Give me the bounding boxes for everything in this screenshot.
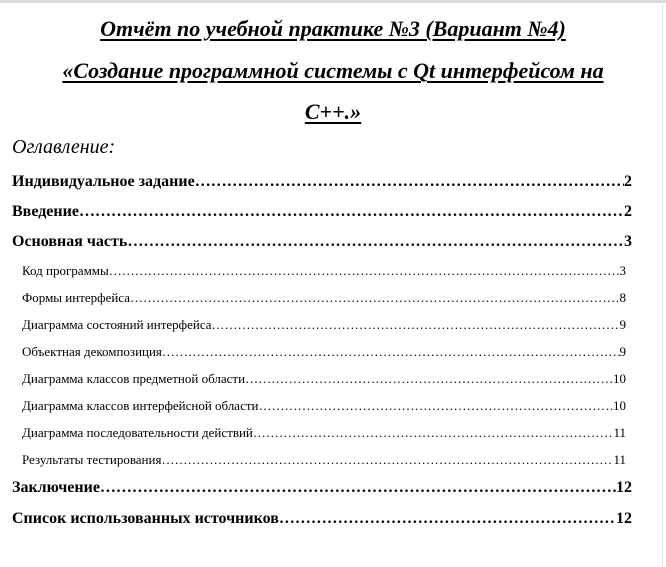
title-line-1: Отчёт по учебной практике №3 (Вариант №4… (0, 16, 666, 42)
toc-entry-page: 11 (613, 452, 626, 467)
toc-entry-page: 10 (613, 398, 626, 413)
toc-entry-label: Результаты тестирования (22, 452, 162, 467)
toc-entry[interactable]: Результаты тестирования 11 (22, 452, 626, 468)
toc-entry-page: 12 (616, 479, 632, 496)
toc-entry-page: 9 (619, 317, 627, 332)
toc-entry[interactable]: Диаграмма последовательности действий 11 (22, 425, 626, 441)
dot-leader (253, 425, 614, 441)
toc-entry-page: 11 (613, 425, 626, 440)
toc-entry-page: 10 (613, 371, 626, 386)
title-text: Отчёт по учебной практике №3 (Вариант №4… (100, 16, 566, 41)
toc-entry-label: Код программы (22, 263, 109, 278)
dot-leader (130, 290, 620, 306)
toc-entry-label: Формы интерфейса (22, 290, 130, 305)
dot-leader (195, 172, 624, 192)
dot-leader (279, 509, 616, 529)
toc-entry[interactable]: Заключение 12 (12, 478, 632, 498)
toc-entry[interactable]: Код программы 3 (22, 263, 626, 279)
toc-entry-page: 2 (624, 173, 632, 190)
title-line-3: C++.» (0, 99, 666, 125)
toc-entry[interactable]: Формы интерфейса 8 (22, 290, 626, 306)
toc-entry[interactable]: Диаграмма классов предметной области 10 (22, 371, 626, 387)
dot-leader (100, 478, 616, 498)
toc-entry[interactable]: Диаграмма классов интерфейсной области 10 (22, 398, 626, 414)
dot-leader (127, 232, 624, 252)
toc-entry[interactable]: Индивидуальное задание 2 (12, 172, 632, 192)
toc-entry[interactable]: Введение 2 (12, 202, 632, 222)
toc-entry[interactable]: Объектная декомпозиция 9 (22, 344, 626, 360)
page-right-edge (662, 0, 663, 567)
toc-entry-label: Диаграмма классов предметной области (22, 371, 246, 386)
dot-leader (245, 371, 613, 387)
toc-entry[interactable]: Диаграмма состояний интерфейса 9 (22, 317, 626, 333)
toc-entry-page: 8 (619, 290, 627, 305)
dot-leader (109, 263, 620, 279)
dot-leader (79, 202, 624, 222)
toc-entry-label: Диаграмма состояний интерфейса (22, 317, 212, 332)
toc-entry-label: Индивидуальное задание (12, 173, 195, 190)
toc-entry[interactable]: Список использованных источников 12 (12, 509, 632, 529)
toc-entry-label: Введение (12, 203, 79, 220)
toc-entry-label: Диаграмма классов интерфейсной области (22, 398, 259, 413)
dot-leader (212, 317, 620, 333)
toc-entry-page: 2 (624, 203, 632, 220)
toc-entry-page: 3 (619, 263, 627, 278)
toc-entry-page: 3 (624, 233, 632, 250)
dot-leader (162, 344, 620, 360)
title-line-2: «Создание программной системы с Qt интер… (0, 58, 666, 84)
toc-entry-page: 12 (616, 510, 632, 527)
dot-leader (259, 398, 614, 414)
page-top-edge (0, 0, 666, 3)
toc-entry-page: 9 (619, 344, 627, 359)
toc-entry-label: Объектная декомпозиция (22, 344, 162, 359)
toc-entry-label: Список использованных источников (12, 510, 279, 527)
title-text: «Создание программной системы с Qt интер… (62, 58, 604, 83)
toc-entry-label: Диаграмма последовательности действий (22, 425, 253, 440)
title-text: C++.» (304, 99, 362, 124)
toc-entry-label: Основная часть (12, 233, 128, 250)
dot-leader (161, 452, 613, 468)
toc-entry-label: Заключение (12, 479, 100, 496)
toc-heading: Оглавление: (12, 136, 116, 158)
toc-entry[interactable]: Основная часть 3 (12, 232, 632, 252)
